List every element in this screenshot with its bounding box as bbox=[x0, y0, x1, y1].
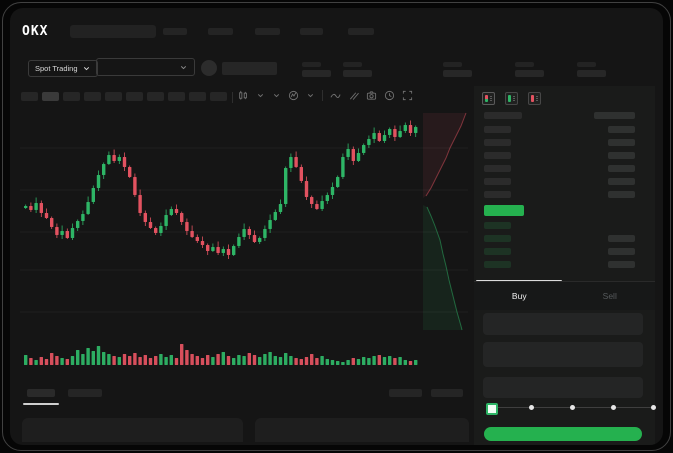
slider-stop[interactable] bbox=[570, 405, 575, 410]
search-input[interactable] bbox=[70, 25, 156, 38]
ask-row-skeleton[interactable] bbox=[484, 139, 511, 146]
chevron-down-icon bbox=[82, 64, 91, 73]
bid-amount-skeleton[interactable] bbox=[608, 235, 635, 242]
pair-name-skeleton bbox=[222, 62, 277, 75]
stat-value-skeleton bbox=[302, 70, 331, 77]
timeframe-button-skeleton[interactable] bbox=[105, 92, 122, 101]
app-window: OKX Spot Trading Buy Sell bbox=[10, 8, 663, 445]
spot-trading-selector[interactable]: Spot Trading bbox=[28, 60, 98, 77]
ask-row-skeleton[interactable] bbox=[484, 178, 511, 185]
spot-trading-label: Spot Trading bbox=[35, 64, 78, 73]
ask-row-skeleton[interactable] bbox=[484, 165, 511, 172]
nav-item-skeleton[interactable] bbox=[208, 28, 233, 35]
compare-icon[interactable] bbox=[348, 90, 359, 101]
bid-row-skeleton[interactable] bbox=[484, 248, 511, 255]
slider-handle[interactable] bbox=[486, 403, 498, 415]
slider-stop[interactable] bbox=[651, 405, 656, 410]
stat-label-skeleton bbox=[443, 62, 462, 67]
bottom-tab-2[interactable] bbox=[68, 389, 102, 397]
timeframe-button-skeleton[interactable] bbox=[147, 92, 164, 101]
nav-item-skeleton[interactable] bbox=[163, 28, 187, 35]
tab-buy[interactable]: Buy bbox=[511, 291, 527, 301]
stat-label-skeleton bbox=[515, 62, 534, 67]
ask-amount-skeleton[interactable] bbox=[608, 152, 635, 159]
bottom-active-tab-underline bbox=[23, 403, 59, 405]
orderbook-amount-header-skeleton[interactable] bbox=[594, 112, 635, 119]
ask-row-skeleton[interactable] bbox=[484, 126, 511, 133]
coin-avatar bbox=[201, 60, 217, 76]
toolbar-divider bbox=[322, 90, 323, 101]
book-bids-icon[interactable] bbox=[505, 92, 518, 105]
bottom-action-2[interactable] bbox=[431, 389, 463, 397]
bid-row-skeleton[interactable] bbox=[484, 261, 511, 268]
slider-stop[interactable] bbox=[611, 405, 616, 410]
stat-value-skeleton bbox=[515, 70, 544, 77]
submit-order-button[interactable] bbox=[484, 427, 642, 441]
amount-input-skeleton[interactable] bbox=[483, 342, 643, 367]
bid-amount-skeleton[interactable] bbox=[608, 261, 635, 268]
timeframe-button-skeleton[interactable] bbox=[126, 92, 143, 101]
bid-amount-skeleton[interactable] bbox=[608, 248, 635, 255]
clock-icon[interactable] bbox=[384, 90, 395, 101]
stat-value-skeleton bbox=[443, 70, 472, 77]
orderbook-price-header-skeleton[interactable] bbox=[484, 112, 522, 119]
chevron-down-icon bbox=[179, 63, 188, 72]
line-icon[interactable] bbox=[330, 90, 341, 101]
depth-asks-area bbox=[423, 113, 466, 198]
price-chart[interactable] bbox=[10, 8, 663, 445]
stat-label-skeleton bbox=[343, 62, 362, 67]
nav-item-skeleton[interactable] bbox=[300, 28, 323, 35]
tab-sell[interactable]: Sell bbox=[602, 291, 617, 301]
last-price-bar[interactable] bbox=[484, 205, 524, 216]
indicator-icon[interactable] bbox=[288, 90, 299, 101]
slider-stop[interactable] bbox=[529, 405, 534, 410]
bid-row-skeleton[interactable] bbox=[484, 222, 511, 229]
ask-amount-skeleton[interactable] bbox=[608, 139, 635, 146]
chevron-down-icon[interactable] bbox=[272, 91, 281, 100]
nav-item-skeleton[interactable] bbox=[255, 28, 280, 35]
bottom-action-1[interactable] bbox=[389, 389, 422, 397]
chevron-down-icon[interactable] bbox=[306, 91, 315, 100]
chart-tool-icons bbox=[238, 90, 413, 101]
fullscreen-icon[interactable] bbox=[402, 90, 413, 101]
pair-dropdown[interactable] bbox=[96, 58, 195, 76]
ask-amount-skeleton[interactable] bbox=[608, 178, 635, 185]
stat-value-skeleton bbox=[577, 70, 606, 77]
ask-row-skeleton[interactable] bbox=[484, 191, 511, 198]
timeframe-button-skeleton[interactable] bbox=[42, 92, 59, 101]
timeframe-button-skeleton[interactable] bbox=[84, 92, 101, 101]
total-input-skeleton[interactable] bbox=[483, 377, 643, 398]
stat-value-skeleton bbox=[343, 70, 372, 77]
trade-tabs: Buy Sell bbox=[474, 281, 655, 310]
ask-amount-skeleton[interactable] bbox=[608, 126, 635, 133]
ask-amount-skeleton[interactable] bbox=[608, 191, 635, 198]
okx-logo[interactable]: OKX bbox=[22, 24, 49, 39]
orderbook-view-toggles bbox=[482, 92, 541, 105]
candles-icon[interactable] bbox=[238, 90, 249, 101]
price-input-skeleton[interactable] bbox=[483, 313, 643, 335]
bid-row-skeleton[interactable] bbox=[484, 235, 511, 242]
toolbar-divider bbox=[232, 92, 233, 103]
stat-label-skeleton bbox=[302, 62, 321, 67]
stat-label-skeleton bbox=[577, 62, 596, 67]
chevron-down-icon[interactable] bbox=[256, 91, 265, 100]
orders-row-skeleton bbox=[22, 418, 243, 442]
book-all-icon[interactable] bbox=[482, 92, 495, 105]
timeframe-button-skeleton[interactable] bbox=[63, 92, 80, 101]
orders-row-skeleton bbox=[255, 418, 469, 442]
nav-item-skeleton[interactable] bbox=[348, 28, 374, 35]
timeframe-button-skeleton[interactable] bbox=[21, 92, 38, 101]
bottom-tab-1[interactable] bbox=[27, 389, 55, 397]
ask-row-skeleton[interactable] bbox=[484, 152, 511, 159]
camera-icon[interactable] bbox=[366, 90, 377, 101]
ask-amount-skeleton[interactable] bbox=[608, 165, 635, 172]
book-asks-icon[interactable] bbox=[528, 92, 541, 105]
depth-bids-area bbox=[423, 205, 462, 330]
timeframe-button-skeleton[interactable] bbox=[210, 92, 227, 101]
timeframe-button-skeleton[interactable] bbox=[168, 92, 185, 101]
timeframe-button-skeleton[interactable] bbox=[189, 92, 206, 101]
